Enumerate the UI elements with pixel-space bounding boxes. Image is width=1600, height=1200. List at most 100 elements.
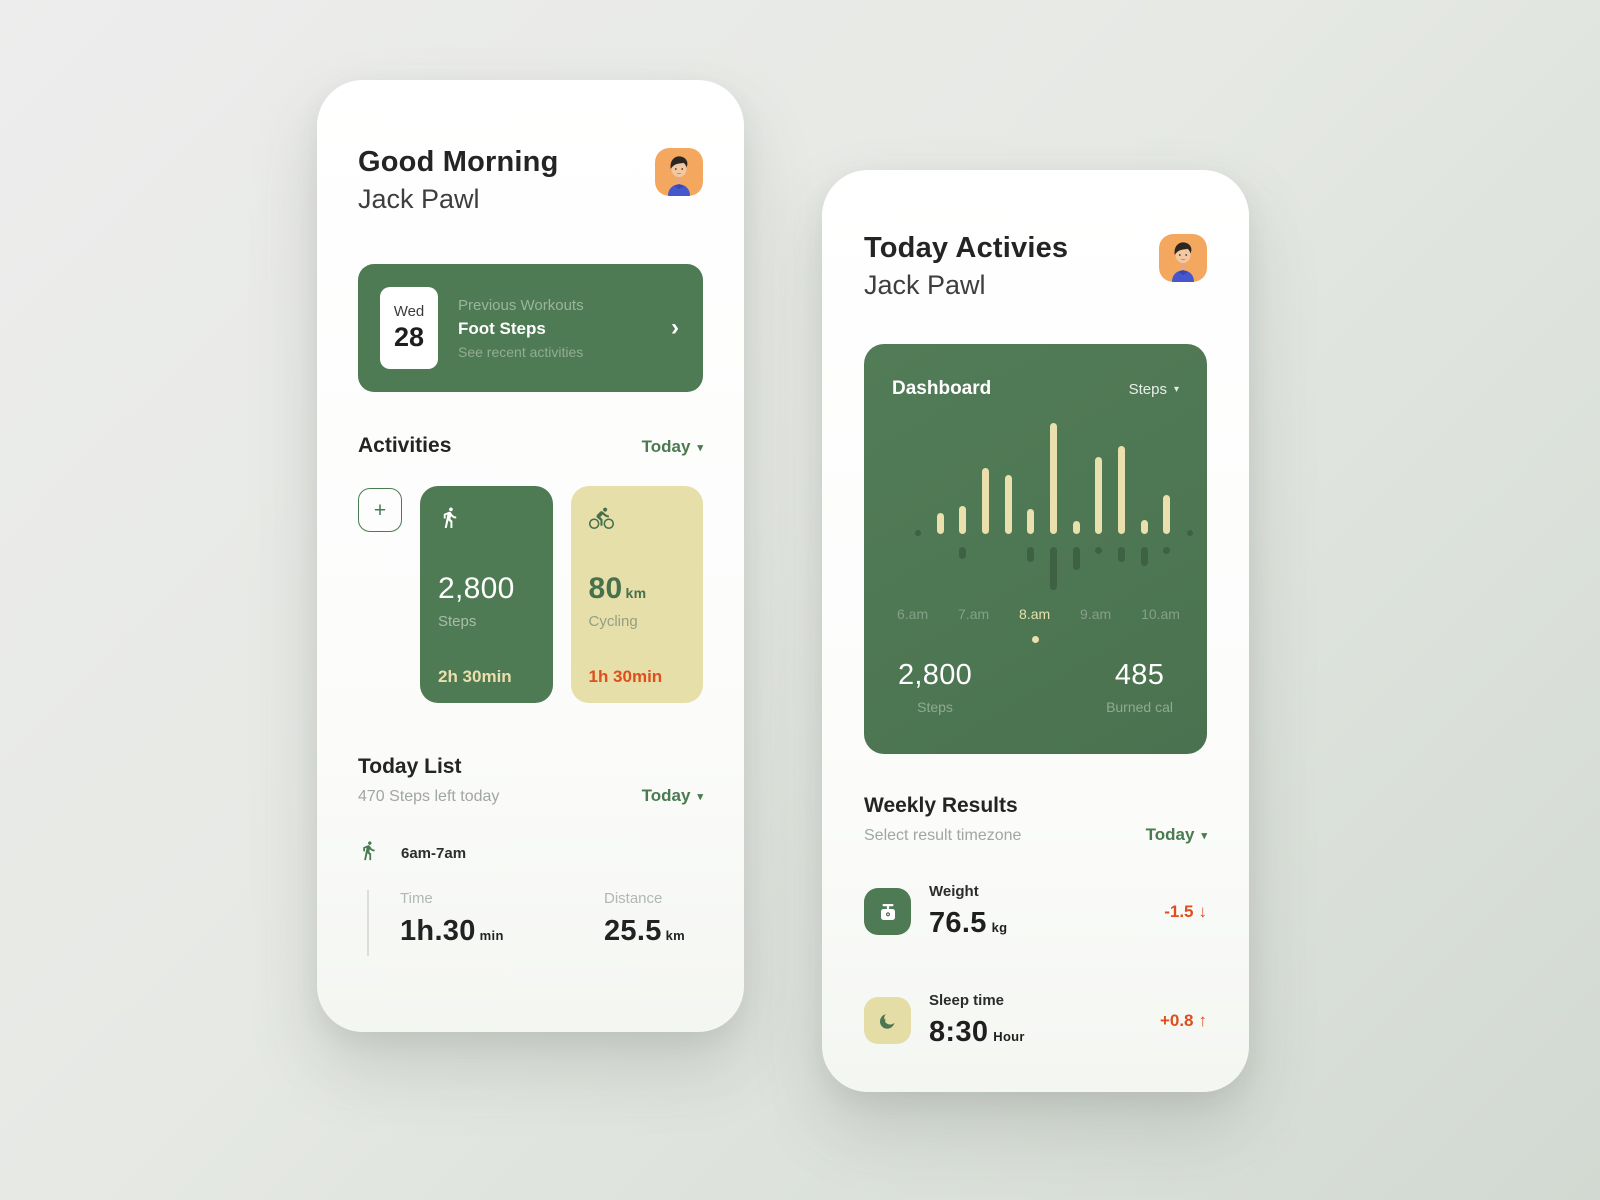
user-name: Jack Pawl [358, 184, 480, 214]
chart-bar [1117, 406, 1125, 602]
walking-person-icon [358, 840, 379, 866]
bicycle-icon [588, 506, 686, 530]
chart-x-label[interactable]: 8.am [1019, 606, 1051, 622]
steps-chart [914, 406, 1193, 602]
right-header: Today Activies Jack Pawl [864, 230, 1207, 302]
today-activities-title: Today Activies [864, 232, 1069, 264]
calories-summary-value: 485 [1114, 659, 1165, 691]
chart-bar [1163, 406, 1171, 602]
chart-bar [1049, 406, 1057, 602]
chart-edge-dot [1186, 406, 1193, 602]
chart-x-label[interactable]: 7.am [958, 606, 990, 622]
calories-summary: 485 Burned cal [1106, 659, 1173, 715]
screen-good-morning: Good Morning Jack Pawl Wed 28 Previous W… [317, 80, 744, 1032]
caret-down-icon: ▾ [697, 790, 703, 803]
chart-x-label[interactable]: 6.am [897, 606, 929, 622]
calories-summary-label: Burned cal [1106, 699, 1173, 715]
chart-bar [1072, 406, 1080, 602]
caret-down-icon: ▾ [1173, 383, 1179, 395]
moon-sleep-icon [864, 997, 911, 1044]
cycling-unit: km [625, 585, 647, 601]
caret-down-icon: ▾ [1201, 829, 1207, 842]
sleep-result-row[interactable]: Sleep time 8:30 Hour +0.8 ↑ [864, 992, 1207, 1049]
cycling-duration: 1h 30min [588, 667, 663, 686]
weekly-results-header: Weekly Results Select result timezone To… [864, 794, 1207, 845]
avatar[interactable] [1159, 234, 1207, 282]
arrow-up-icon: ↑ [1198, 1010, 1208, 1030]
cycling-label: Cycling [588, 613, 638, 630]
chart-x-label[interactable]: 9.am [1080, 606, 1112, 622]
steps-summary-value: 2,800 [898, 659, 973, 691]
chart-bar [1095, 406, 1103, 602]
dashboard-header: Dashboard Steps ▾ [864, 344, 1207, 400]
today-list-filter-dropdown[interactable]: Today ▾ [642, 786, 703, 806]
chevron-right-icon: › [671, 314, 679, 341]
user-name: Jack Pawl [864, 270, 986, 300]
chart-bar [936, 406, 944, 602]
steps-summary-label: Steps [917, 699, 953, 715]
left-header-text: Good Morning Jack Pawl [358, 144, 559, 216]
previous-workouts-card[interactable]: Wed 28 Previous Workouts Foot Steps See … [358, 264, 703, 392]
sleep-unit: Hour [993, 1029, 1025, 1044]
activities-title: Activities [358, 434, 452, 457]
chart-bar [959, 406, 967, 602]
metric-selector-dropdown[interactable]: Steps ▾ [1129, 381, 1179, 398]
steps-value: 2,800 [438, 572, 515, 605]
weight-unit: kg [991, 920, 1008, 935]
dashboard-stats: 2,800 Steps 485 Burned cal [864, 643, 1207, 715]
chart-x-label[interactable]: 10.am [1141, 606, 1180, 622]
date-day: Wed [393, 303, 425, 320]
add-activity-button[interactable]: + [358, 488, 402, 532]
weekly-filter-label: Today [1145, 825, 1195, 844]
activities-filter-dropdown[interactable]: Today ▾ [642, 437, 703, 457]
arrow-down-icon: ↓ [1198, 901, 1208, 921]
chart-bar [1140, 406, 1148, 602]
chart-edge-dot [914, 406, 921, 602]
caret-down-icon: ▾ [697, 441, 703, 454]
vertical-divider [367, 890, 369, 956]
time-value: 1h.30 [400, 915, 476, 947]
today-list-header: Today List 470 Steps left today Today ▾ [358, 755, 703, 806]
time-label: Time [400, 890, 433, 907]
chart-x-axis-labels: 6.am 7.am 8.am 9.am 10.am [897, 606, 1180, 622]
avatar[interactable] [655, 148, 703, 196]
date-chip: Wed 28 [380, 287, 438, 369]
activity-cards-row: + 2,800 Steps 2h 30min 80 km Cycling 1h 3… [358, 486, 703, 703]
today-list-title: Today List [358, 755, 462, 778]
walking-person-icon [438, 506, 535, 530]
weekly-results-title: Weekly Results [864, 794, 1018, 817]
steps-activity-card[interactable]: 2,800 Steps 2h 30min [420, 486, 553, 703]
steps-duration: 2h 30min [438, 667, 512, 686]
sleep-label: Sleep time [929, 992, 1005, 1009]
cycling-value: 80 [588, 572, 623, 605]
distance-value: 25.5 [604, 915, 662, 947]
entry-time-range: 6am-7am [401, 844, 467, 862]
previous-card-caption: See recent activities [458, 343, 584, 360]
chart-bar [1027, 406, 1035, 602]
greeting-title: Good Morning [358, 146, 559, 178]
today-list-filter-label: Today [641, 786, 691, 805]
distance-label: Distance [604, 890, 663, 907]
previous-card-texts: Previous Workouts Foot Steps See recent … [458, 297, 584, 360]
sleep-value: 8:30 [929, 1016, 989, 1048]
weekly-results-subtitle: Select result timezone [864, 827, 1022, 844]
chart-bar [1004, 406, 1012, 602]
activities-filter-label: Today [641, 437, 691, 456]
screen-today-activities: Today Activies Jack Pawl Dashboard Steps… [822, 170, 1249, 1092]
sleep-delta: +0.8 ↑ [1159, 1010, 1208, 1030]
weight-delta: -1.5 ↓ [1164, 901, 1208, 921]
weight-result-row[interactable]: Weight 76.5 kg -1.5 ↓ [864, 883, 1207, 940]
avatar-image [1159, 234, 1207, 282]
weight-value: 76.5 [929, 907, 987, 939]
time-stat: Time 1h.30 min [400, 890, 572, 956]
previous-card-subtitle: Previous Workouts [458, 296, 584, 314]
previous-card-title: Foot Steps [458, 318, 546, 338]
dashboard-title: Dashboard [892, 378, 992, 399]
steps-left-subtitle: 470 Steps left today [358, 788, 500, 805]
distance-unit: km [665, 928, 686, 943]
steps-label: Steps [438, 613, 477, 630]
weekly-filter-dropdown[interactable]: Today ▾ [1146, 825, 1207, 845]
distance-stat: Distance 25.5 km [604, 890, 685, 956]
today-list-entry[interactable]: 6am-7am Time 1h.30 min Distance 25.5 km [358, 840, 703, 956]
cycling-activity-card[interactable]: 80 km Cycling 1h 30min [570, 486, 703, 703]
